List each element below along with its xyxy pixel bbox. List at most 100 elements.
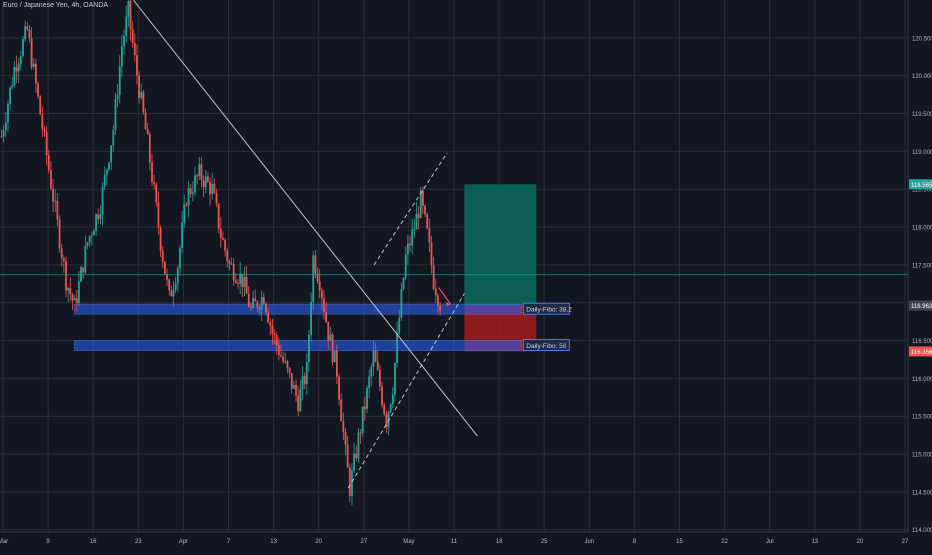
- candle-body: [50, 170, 52, 189]
- candle-body: [47, 155, 50, 171]
- candle-body: [275, 335, 278, 346]
- candle-body: [17, 63, 20, 72]
- symbol-title: Euro / Japanese Yen, 4h, OANDA: [3, 2, 109, 9]
- x-tick-label: 13: [811, 539, 818, 545]
- trendline[interactable]: [373, 152, 448, 266]
- candle-body: [376, 361, 379, 370]
- candle-body: [409, 243, 411, 246]
- x-tick-label: 7: [227, 539, 231, 545]
- candle-body: [226, 250, 229, 262]
- price-label-entry: [909, 300, 932, 311]
- candle-body: [402, 277, 405, 289]
- candle-body: [172, 289, 175, 297]
- candle-body: [131, 29, 134, 43]
- candle-body: [95, 214, 97, 231]
- candle-body: [108, 162, 110, 170]
- candle-body: [219, 228, 222, 238]
- candle-body: [228, 261, 231, 264]
- candle-body: [312, 255, 315, 303]
- candle-body: [105, 169, 108, 175]
- drawing-zones: Daily-Fibo: 38,2 Daily-Fibo: 50: [73, 184, 572, 352]
- y-tick-label: 115.000: [912, 453, 932, 459]
- candle-body: [65, 261, 67, 291]
- y-tick-label: 115.500: [912, 415, 932, 421]
- candle-body: [194, 175, 196, 193]
- candle-body: [35, 63, 37, 84]
- candle-body: [265, 303, 267, 313]
- candle-body: [368, 376, 371, 388]
- drawing-lines[interactable]: [0, 0, 908, 489]
- x-tick-label: 27: [360, 539, 367, 545]
- candle-body: [45, 131, 48, 156]
- candle-body: [19, 55, 22, 64]
- candle-body: [428, 228, 431, 243]
- candle-body: [437, 295, 439, 306]
- x-tick-label: 27: [902, 539, 909, 545]
- candle-body: [176, 268, 179, 284]
- candle-body: [43, 129, 46, 132]
- candle-body: [58, 219, 61, 249]
- candle-body: [439, 305, 441, 311]
- candle-body: [168, 279, 171, 291]
- candle-body: [254, 298, 257, 302]
- candle-body: [241, 273, 244, 288]
- x-tick-label: May: [403, 539, 414, 545]
- fibo-label-box: [522, 339, 570, 351]
- candle-body: [389, 404, 392, 413]
- candle-body: [359, 432, 362, 434]
- candle-body: [198, 164, 201, 177]
- trendline[interactable]: [132, 0, 478, 437]
- candle-body: [293, 384, 295, 389]
- candle-body: [112, 129, 115, 146]
- x-tick-label: 23: [135, 539, 142, 545]
- candle-body: [22, 39, 24, 56]
- candle-body: [24, 26, 27, 40]
- candle-body: [11, 85, 14, 88]
- x-tick-label: 15: [676, 539, 683, 545]
- candle-body: [381, 386, 383, 405]
- candle-body: [187, 188, 190, 206]
- projection-arrow: [438, 287, 452, 305]
- y-tick-label: 114.500: [912, 490, 932, 496]
- candle-body: [189, 188, 192, 194]
- candle-body: [148, 134, 151, 163]
- candle-body: [329, 334, 332, 341]
- trendline[interactable]: [347, 293, 465, 489]
- x-tick-label: Mar: [0, 539, 8, 545]
- candle-body: [271, 325, 274, 334]
- candle-body: [310, 302, 312, 335]
- candle-body: [299, 389, 302, 412]
- candle-body: [260, 296, 263, 310]
- candle-body: [129, 0, 132, 30]
- candle-body: [415, 213, 418, 230]
- y-tick-label: 120.500: [912, 36, 932, 42]
- candle-body: [121, 46, 123, 67]
- x-tick-label: 8: [633, 539, 637, 545]
- x-tick-label: 25: [541, 539, 548, 545]
- candle-body: [314, 255, 317, 274]
- candle-body: [430, 242, 433, 266]
- candle-body: [71, 294, 74, 301]
- candle-body: [200, 164, 203, 181]
- candle-body: [305, 362, 308, 385]
- candle-body: [320, 290, 323, 299]
- candle-body: [363, 406, 366, 409]
- y-tick-label: 120.000: [912, 74, 932, 80]
- candle-body: [374, 350, 377, 362]
- candle-body: [247, 293, 250, 307]
- candle-body: [155, 184, 158, 203]
- candle-body: [86, 242, 89, 246]
- candle-body: [140, 91, 143, 98]
- y-tick-label: 116.000: [912, 377, 932, 383]
- candle-body: [394, 363, 396, 395]
- candle-body: [73, 298, 76, 301]
- fibo-zone[interactable]: [73, 303, 522, 315]
- fibo-zone[interactable]: [73, 340, 522, 351]
- candle-body: [153, 182, 156, 185]
- y-tick-label: 117.500: [912, 263, 932, 269]
- candle-body: [396, 333, 398, 364]
- target-zone[interactable]: [464, 184, 537, 306]
